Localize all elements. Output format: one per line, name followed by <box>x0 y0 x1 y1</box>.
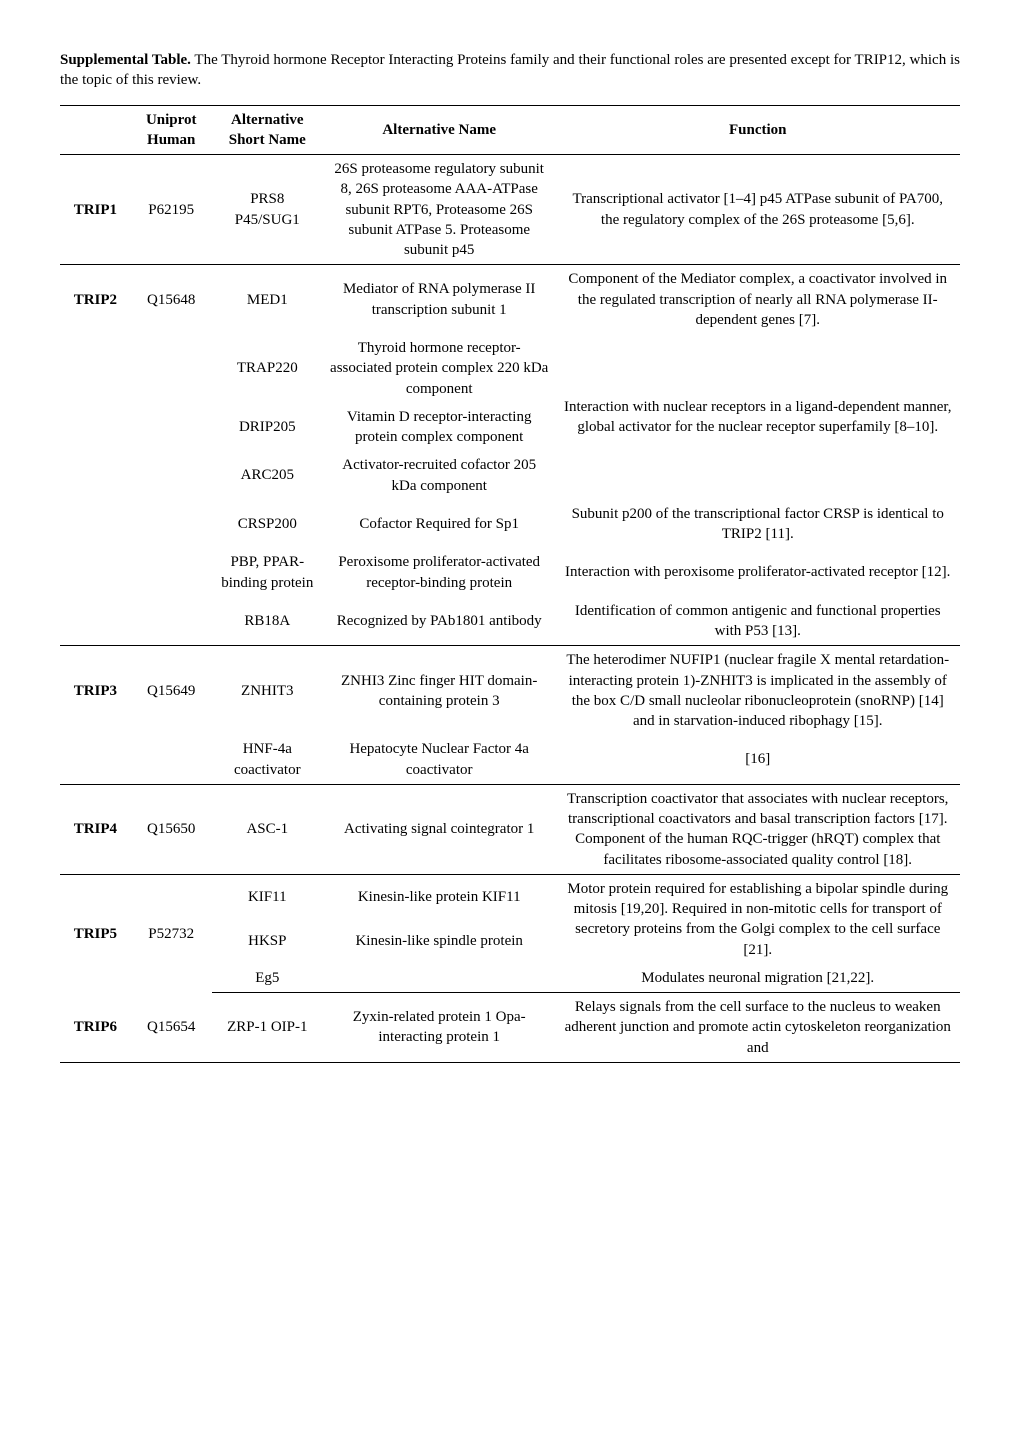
trip-label <box>60 451 131 500</box>
uniprot-cell: P62195 <box>131 155 212 265</box>
trip-label <box>60 735 131 784</box>
alt-cell: Thyroid hormone receptor-associated prot… <box>323 334 556 403</box>
alt-cell <box>323 964 556 993</box>
header-alt: Alternative Name <box>323 105 556 155</box>
header-uniprot: Uniprot Human <box>131 105 212 155</box>
func-cell: Relays signals from the cell surface to … <box>555 993 960 1063</box>
func-cell: Transcriptional activator [1–4] p45 ATPa… <box>555 155 960 265</box>
func-cell: Identification of common antigenic and f… <box>555 597 960 646</box>
header-func: Function <box>555 105 960 155</box>
short-cell: PRS8 P45/SUG1 <box>212 155 323 265</box>
uniprot-cell <box>131 500 212 549</box>
func-cell: Subunit p200 of the transcriptional fact… <box>555 500 960 549</box>
table-row: CRSP200 Cofactor Required for Sp1 Subuni… <box>60 500 960 549</box>
table-row: TRIP2 Q15648 MED1 Mediator of RNA polyme… <box>60 265 960 334</box>
trip-label: TRIP2 <box>60 265 131 334</box>
table-row: TRIP6 Q15654 ZRP-1 OIP-1 Zyxin-related p… <box>60 993 960 1063</box>
alt-cell: Hepatocyte Nuclear Factor 4a coactivator <box>323 735 556 784</box>
table-body: TRIP1 P62195 PRS8 P45/SUG1 26S proteasom… <box>60 155 960 1063</box>
main-table: Uniprot Human Alternative Short Name Alt… <box>60 105 960 1063</box>
alt-cell: Vitamin D receptor-interacting protein c… <box>323 403 556 452</box>
alt-cell: 26S proteasome regulatory subunit 8, 26S… <box>323 155 556 265</box>
trip-label <box>60 548 131 597</box>
alt-cell: Kinesin-like spindle protein <box>323 919 556 963</box>
table-row: HNF-4a coactivator Hepatocyte Nuclear Fa… <box>60 735 960 784</box>
short-cell: ZNHIT3 <box>212 646 323 736</box>
uniprot-cell <box>131 597 212 646</box>
header-blank <box>60 105 131 155</box>
trip-label: TRIP6 <box>60 993 131 1063</box>
func-cell: [16] <box>555 735 960 784</box>
alt-cell: Recognized by PAb1801 antibody <box>323 597 556 646</box>
uniprot-cell <box>131 334 212 403</box>
short-cell: ZRP-1 OIP-1 <box>212 993 323 1063</box>
trip-label <box>60 334 131 403</box>
uniprot-cell <box>131 735 212 784</box>
alt-cell: Peroxisome proliferator-activated recept… <box>323 548 556 597</box>
trip-label: TRIP1 <box>60 155 131 265</box>
uniprot-cell: P52732 <box>131 874 212 992</box>
func-cell: Component of the Mediator complex, a coa… <box>555 265 960 334</box>
uniprot-cell: Q15650 <box>131 784 212 874</box>
short-cell: Eg5 <box>212 964 323 993</box>
table-row: TRIP4 Q15650 ASC-1 Activating signal coi… <box>60 784 960 874</box>
uniprot-cell: Q15654 <box>131 993 212 1063</box>
alt-cell: Activating signal cointegrator 1 <box>323 784 556 874</box>
func-cell: Interaction with nuclear receptors in a … <box>555 334 960 500</box>
short-cell: DRIP205 <box>212 403 323 452</box>
trip-label <box>60 403 131 452</box>
short-cell: HNF-4a coactivator <box>212 735 323 784</box>
table-row: PBP, PPAR-binding protein Peroxisome pro… <box>60 548 960 597</box>
caption-lead: Supplemental Table. <box>60 52 191 68</box>
table-row: RB18A Recognized by PAb1801 antibody Ide… <box>60 597 960 646</box>
func-cell: Interaction with peroxisome proliferator… <box>555 548 960 597</box>
func-cell: Motor protein required for establishing … <box>555 874 960 964</box>
trip-label: TRIP4 <box>60 784 131 874</box>
alt-cell: Zyxin-related protein 1 Opa-interacting … <box>323 993 556 1063</box>
alt-cell: Activator-recruited cofactor 205 kDa com… <box>323 451 556 500</box>
uniprot-cell <box>131 403 212 452</box>
trip-label <box>60 500 131 549</box>
short-cell: RB18A <box>212 597 323 646</box>
alt-cell: Cofactor Required for Sp1 <box>323 500 556 549</box>
short-cell: HKSP <box>212 919 323 963</box>
short-cell: ARC205 <box>212 451 323 500</box>
caption-rest: The Thyroid hormone Receptor Interacting… <box>60 52 960 88</box>
trip-label <box>60 597 131 646</box>
uniprot-cell <box>131 451 212 500</box>
func-cell: The heterodimer NUFIP1 (nuclear fragile … <box>555 646 960 736</box>
short-cell: KIF11 <box>212 874 323 919</box>
alt-cell: Mediator of RNA polymerase II transcript… <box>323 265 556 334</box>
table-caption: Supplemental Table. The Thyroid hormone … <box>60 50 960 91</box>
short-cell: PBP, PPAR-binding protein <box>212 548 323 597</box>
uniprot-cell: Q15649 <box>131 646 212 736</box>
short-cell: ASC-1 <box>212 784 323 874</box>
header-row: Uniprot Human Alternative Short Name Alt… <box>60 105 960 155</box>
table-row: TRIP3 Q15649 ZNHIT3 ZNHI3 Zinc finger HI… <box>60 646 960 736</box>
table-row: TRIP5 P52732 KIF11 Kinesin-like protein … <box>60 874 960 919</box>
uniprot-cell <box>131 548 212 597</box>
trip-label: TRIP5 <box>60 874 131 992</box>
table-row: TRIP1 P62195 PRS8 P45/SUG1 26S proteasom… <box>60 155 960 265</box>
short-cell: CRSP200 <box>212 500 323 549</box>
func-cell: Modulates neuronal migration [21,22]. <box>555 964 960 993</box>
short-cell: MED1 <box>212 265 323 334</box>
table-row: TRAP220 Thyroid hormone receptor-associa… <box>60 334 960 403</box>
trip-label: TRIP3 <box>60 646 131 736</box>
uniprot-cell: Q15648 <box>131 265 212 334</box>
short-cell: TRAP220 <box>212 334 323 403</box>
func-cell: Transcription coactivator that associate… <box>555 784 960 874</box>
alt-cell: ZNHI3 Zinc finger HIT domain-containing … <box>323 646 556 736</box>
header-short: Alternative Short Name <box>212 105 323 155</box>
alt-cell: Kinesin-like protein KIF11 <box>323 874 556 919</box>
